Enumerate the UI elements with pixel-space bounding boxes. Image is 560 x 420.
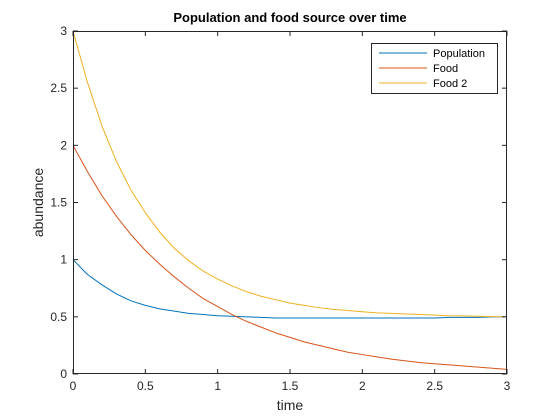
axis-ticks: 0 0.5 1 1.5 2 2.5 3 0 0.5 1 1.5 2 2.5 3	[50, 24, 510, 393]
series-line-population	[72, 259, 507, 319]
x-tick-label: 2	[359, 379, 366, 393]
chart-title: Population and food source over time	[173, 10, 406, 25]
x-tick-label: 3	[504, 379, 511, 393]
x-tick-label: 0	[70, 379, 77, 393]
legend-entry-label: Population	[433, 48, 485, 60]
y-tick-label: 0.5	[50, 310, 67, 324]
y-tick-label: 2	[60, 138, 67, 152]
series-lines	[72, 30, 508, 370]
legend-entry-label: Food 2	[433, 78, 467, 90]
series-line-food	[72, 145, 508, 370]
y-tick-label: 0	[60, 367, 67, 381]
legend: Population Food Food 2	[371, 43, 498, 94]
x-tick-label: 2.5	[426, 379, 443, 393]
legend-entry-label: Food	[433, 63, 458, 75]
y-tick-label: 2.5	[50, 81, 67, 95]
x-tick-label: 0.5	[137, 379, 154, 393]
y-tick-label: 1.5	[50, 196, 67, 210]
x-axis-label: time	[277, 397, 304, 413]
x-tick-label: 1	[214, 379, 221, 393]
series-line-food-2	[72, 30, 508, 318]
y-tick-label: 1	[60, 253, 67, 267]
x-tick-label: 1.5	[282, 379, 299, 393]
y-tick-label: 3	[60, 24, 67, 38]
y-axis-label: abundance	[30, 168, 46, 238]
